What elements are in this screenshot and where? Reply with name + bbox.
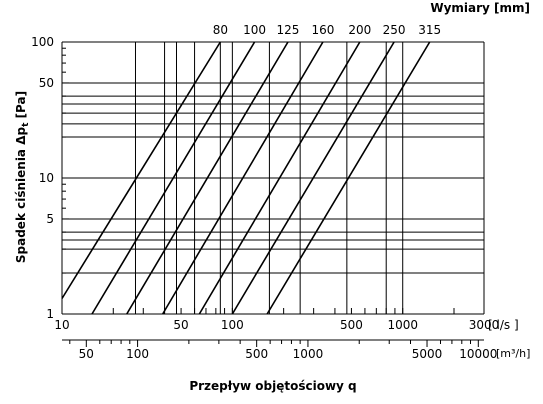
y-axis-title-base: Spadek ciśnienia Δp [14,127,28,264]
series-line-125 [126,41,289,315]
x-ls-tick-label-10: 10 [54,318,69,332]
x-m3h-tick-label-5000: 5000 [412,347,443,361]
series-label-80: 80 [213,23,228,37]
series-label-125: 125 [277,23,300,37]
series-label-250: 250 [383,23,406,37]
x-unit-ls-label: [ l/s ] [488,318,519,332]
series-lines [61,41,431,315]
series-line-250 [231,41,395,315]
x-axis-title: Przepływ objętościowy q [189,379,356,393]
x-m3h-tick-label-50: 50 [79,347,94,361]
y-tick-label-5: 5 [46,212,54,226]
axes [61,42,485,347]
series-label-100: 100 [243,23,266,37]
series-line-160 [162,41,324,315]
x-ls-tick-label-50: 50 [173,318,188,332]
y-tick-label-100: 100 [31,35,54,49]
y-tick-label-10: 10 [39,171,54,185]
x-ls-tick-label-1000: 1000 [387,318,418,332]
top-axis-title: Wymiary [mm] [430,1,530,15]
x-unit-m3h-label: [m³/h] [496,347,530,360]
x-m3h-tick-label-100: 100 [126,347,149,361]
x-ls-tick-label-500: 500 [340,318,363,332]
y-axis-title: Spadek ciśnienia Δpt [Pa] [14,91,31,263]
series-line-315 [266,41,431,315]
series-label-315: 315 [418,23,441,37]
y-axis-title-sub: t [21,122,31,127]
y-tick-label-1: 1 [46,307,54,321]
x-m3h-tick-label-500: 500 [245,347,268,361]
series-line-80 [61,41,222,299]
x-m3h-tick-label-1000: 1000 [293,347,324,361]
series-label-160: 160 [311,23,334,37]
x-m3h-tick-label-10000: 10000 [459,347,497,361]
series-line-100 [91,41,256,315]
y-tick-label-50: 50 [39,76,54,90]
series-label-200: 200 [348,23,371,37]
x-ls-tick-label-3000: 3000 [469,318,500,332]
x-ls-tick-label-100: 100 [221,318,244,332]
grid [61,41,485,315]
labels: Wymiary [mm] Przepływ objętościowy q [ l… [14,1,530,393]
y-axis-title-unit: [Pa] [14,91,28,123]
series-line-200 [198,41,361,315]
